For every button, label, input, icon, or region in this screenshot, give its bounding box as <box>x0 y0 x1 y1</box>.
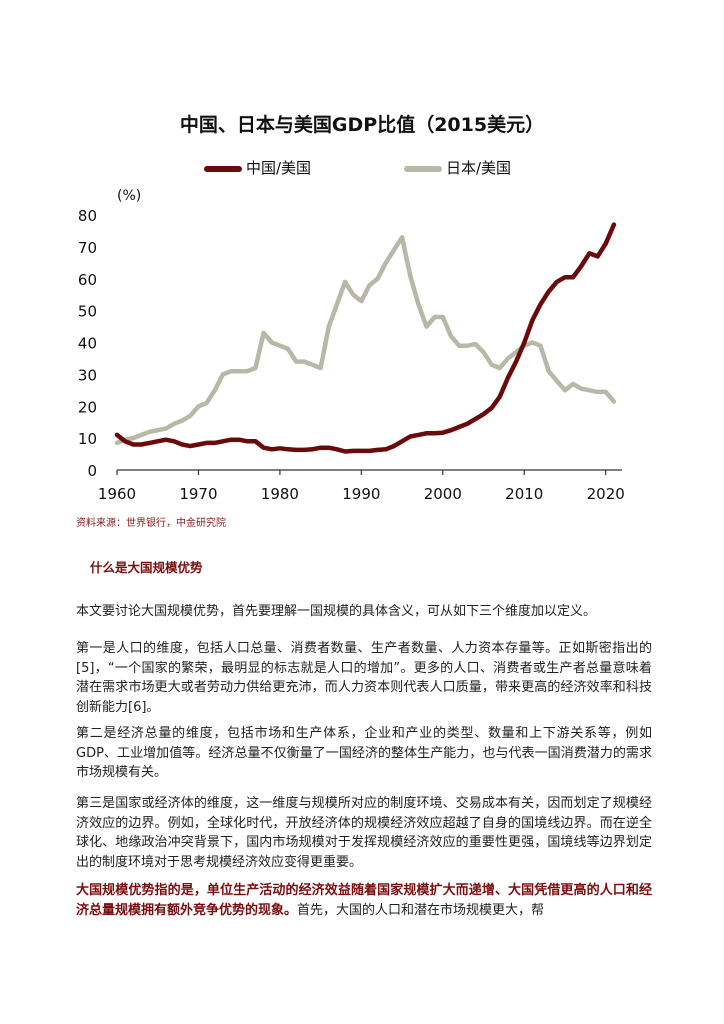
x-tick-label: 2020 <box>587 485 625 503</box>
y-tick-label: 60 <box>78 271 97 289</box>
x-tick-label: 1970 <box>179 485 217 503</box>
series-line-japan-us <box>114 235 617 446</box>
y-tick-label: 30 <box>78 366 97 384</box>
legend-swatch-japan <box>404 165 442 172</box>
x-tick-label: 1960 <box>98 485 136 503</box>
paragraph-economy: 第二是经济总量的维度，包括市场和生产体系，企业和产业的类型、数量和上下游关系等，… <box>76 726 652 780</box>
gdp-ratio-chart: (%) 0 10 20 30 40 50 60 70 80 1960 1970 1980 1990 20… <box>78 188 625 503</box>
paragraph-intro: 本文要讨论大国规模优势，首先要理解一国规模的具体含义，可从如下三个维度加以定义。 <box>76 604 597 619</box>
y-tick-label: 40 <box>78 335 97 353</box>
x-tick-label: 2010 <box>505 485 543 503</box>
x-tick-label: 2000 <box>424 485 462 503</box>
y-tick-label: 20 <box>78 398 97 416</box>
legend-label-japan: 日本/美国 <box>446 159 512 177</box>
legend-swatch-china <box>204 165 242 172</box>
paragraph-state: 第三是国家或经济体的维度，这一维度与规模所对应的制度环境、交易成本有关，因而划定… <box>76 796 652 870</box>
y-axis-unit-label: (%) <box>117 188 141 204</box>
chart-title: 中国、日本与美国GDP比值（2015美元） <box>179 114 545 136</box>
legend-label-china: 中国/美国 <box>246 159 312 177</box>
y-tick-label: 80 <box>78 207 97 225</box>
series-lines <box>114 222 617 454</box>
section-heading: 什么是大国规模优势 <box>90 560 203 575</box>
series-line-china-us <box>114 222 617 454</box>
legend-china: 中国/美国 <box>204 157 311 178</box>
x-tick-label: 1990 <box>342 485 380 503</box>
x-tick-marks <box>116 470 607 475</box>
y-tick-label: 10 <box>78 430 97 448</box>
definition-continuation: 首先，大国的人口和潜在市场规模更大，帮 <box>297 902 545 918</box>
y-tick-label: 50 <box>78 303 97 321</box>
legend-japan: 日本/美国 <box>404 157 511 178</box>
definition-emphasis: 大国规模优势指的是，单位生产活动的经济效益随着国家规模扩大而递增、大国凭借更高的… <box>76 883 652 918</box>
y-tick-label: 0 <box>87 462 97 480</box>
x-tick-label: 1980 <box>261 485 299 503</box>
y-tick-label: 70 <box>78 239 97 257</box>
paragraph-definition: 大国规模优势指的是，单位生产活动的经济效益随着国家规模扩大而递增、大国凭借更高的… <box>76 881 652 920</box>
y-tick-labels: 0 10 20 30 40 50 60 70 80 <box>78 207 97 480</box>
source-note: 资料来源：世界银行，中金研究院 <box>76 518 226 529</box>
paragraph-population: 第一是人口的维度，包括人口总量、消费者数量、生产者数量、人力资本存量等。正如斯密… <box>76 641 652 715</box>
x-tick-labels: 1960 1970 1980 1990 2000 2010 2020 <box>98 485 625 503</box>
